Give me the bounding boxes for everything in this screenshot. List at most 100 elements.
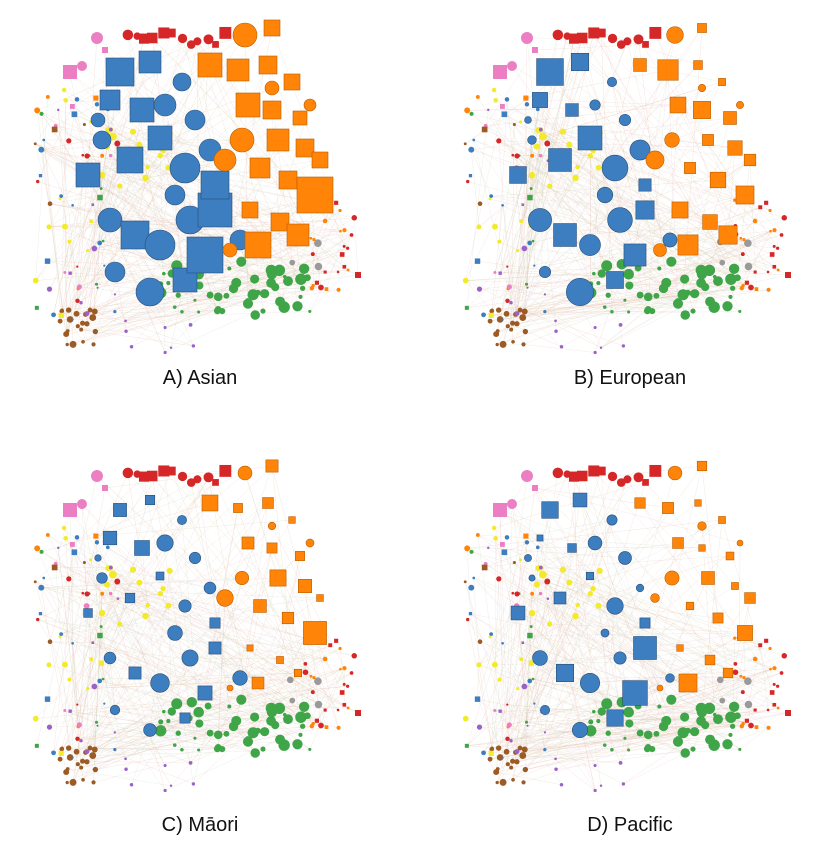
graph-edge <box>502 37 583 345</box>
graph-edge <box>68 240 104 311</box>
graph-node-orange <box>296 176 334 214</box>
graph-node-yellow <box>519 657 523 661</box>
graph-edge <box>67 209 251 332</box>
graph-edge <box>81 503 96 770</box>
graph-node-blue <box>474 696 481 702</box>
graph-edge <box>65 538 161 684</box>
graph-node-yellow <box>488 312 494 318</box>
graph-node-green <box>643 307 651 315</box>
graph-node-blue <box>71 318 74 321</box>
graph-edge <box>599 570 661 689</box>
graph-node-orange <box>645 150 665 170</box>
graph-edge <box>526 570 600 723</box>
graph-node-yellow <box>89 558 93 562</box>
graph-edge <box>506 99 527 285</box>
graph-node-pink <box>76 722 82 728</box>
graph-edge <box>692 200 735 312</box>
graph-node-yellow <box>595 164 602 171</box>
graph-node-yellow <box>559 128 567 135</box>
graph-node-brown <box>81 777 85 782</box>
graph-edge <box>61 633 179 734</box>
graph-node-brown <box>33 142 37 146</box>
graph-node-green <box>527 194 533 201</box>
graph-edge <box>628 234 782 275</box>
graph-edge <box>517 612 527 723</box>
graph-node-gray <box>314 677 322 685</box>
graph-edge <box>504 537 541 553</box>
graph-node-blue <box>532 650 548 666</box>
graph-edge <box>539 537 702 722</box>
graph-edge <box>198 248 348 275</box>
graph-node-brown <box>522 766 529 773</box>
graph-node-orange <box>233 503 243 513</box>
graph-edge <box>628 723 630 750</box>
graph-node-blue <box>51 312 56 318</box>
graph-edge <box>499 509 596 544</box>
graph-edge <box>522 155 541 318</box>
graph-edge <box>504 114 544 137</box>
graph-edge <box>465 280 492 312</box>
graph-node-brown <box>33 580 37 584</box>
graph-edge <box>50 641 93 643</box>
graph-edge <box>72 544 87 609</box>
graph-edge <box>466 711 501 746</box>
graph-edge <box>526 542 541 568</box>
graph-node-brown <box>65 745 72 751</box>
graph-edge <box>127 472 148 606</box>
graph-node-brown <box>521 780 526 785</box>
graph-edge <box>512 668 771 762</box>
graph-edge <box>190 659 281 764</box>
graph-edge <box>68 581 118 749</box>
graph-node-blue <box>156 534 174 552</box>
graph-edge <box>141 547 161 731</box>
graph-node-brown <box>510 758 516 764</box>
graph-node-red <box>596 28 606 38</box>
graph-node-purple <box>79 301 83 305</box>
graph-node-green <box>738 747 742 751</box>
graph-node-orange <box>704 654 716 666</box>
graph-edge <box>494 272 602 348</box>
graph-edge <box>78 726 191 764</box>
graph-edge <box>549 623 719 720</box>
graph-edge <box>477 698 649 736</box>
graph-node-orange <box>93 95 99 101</box>
graph-edge <box>93 726 312 783</box>
graph-edge <box>96 475 315 678</box>
graph-edge <box>86 482 216 595</box>
graph-node-brown <box>496 754 504 761</box>
graph-node-red <box>203 472 214 483</box>
graph-node-red <box>775 684 780 688</box>
graph-node-purple <box>169 346 173 350</box>
graph-node-red <box>186 40 196 49</box>
graph-node-brown <box>91 342 96 347</box>
graph-node-green <box>713 276 723 287</box>
graph-edge <box>134 217 355 236</box>
graph-edge <box>49 559 91 728</box>
graph-edge <box>66 287 322 335</box>
graph-edge <box>41 113 63 311</box>
graph-node-purple <box>113 293 117 296</box>
graph-edge <box>527 273 602 288</box>
graph-edge <box>497 287 528 345</box>
graph-node-orange <box>292 110 308 126</box>
graph-node-red <box>193 475 202 484</box>
graph-node-red <box>351 215 358 221</box>
graph-node-green <box>729 723 736 729</box>
graph-node-red <box>785 272 791 278</box>
graph-edge <box>527 604 578 726</box>
graph-edge <box>644 632 746 649</box>
graph-edge <box>95 64 211 332</box>
graph-node-pink <box>76 284 82 290</box>
graph-node-brown <box>481 126 488 133</box>
graph-edge <box>730 230 775 298</box>
graph-node-orange <box>241 536 255 550</box>
graph-node-purple <box>514 749 520 755</box>
graph-edge <box>82 261 242 342</box>
graph-edge <box>99 242 166 328</box>
graph-node-brown <box>510 320 516 326</box>
graph-edge <box>538 568 621 763</box>
graph-edge <box>466 519 723 746</box>
graph-node-red <box>115 141 120 146</box>
graph-node-green <box>242 298 254 309</box>
graph-node-yellow <box>572 174 579 182</box>
